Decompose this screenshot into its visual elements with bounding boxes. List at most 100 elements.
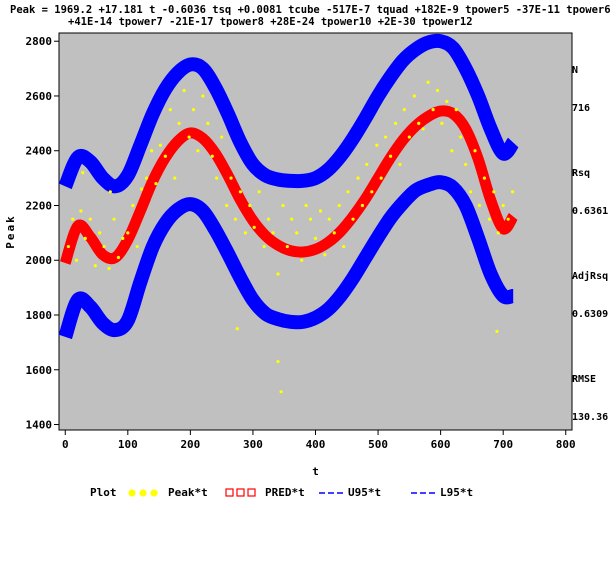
data-point [107, 266, 111, 271]
data-point [501, 203, 505, 208]
data-point [252, 225, 256, 229]
data-point [323, 253, 327, 257]
data-point [360, 203, 365, 208]
legend-pred-symbol [236, 488, 245, 497]
equation-line-2: +41E-14 tpower7 -21E-17 tpower8 +28E-24 … [68, 16, 473, 28]
data-point [154, 181, 158, 186]
confidence-bands [58, 33, 519, 340]
x-axis-label: t [312, 465, 319, 478]
prediction-curve [59, 105, 518, 265]
data-point [168, 108, 172, 112]
data-point [417, 121, 421, 125]
y-tick-label: 1400 [26, 419, 53, 432]
data-point [177, 121, 181, 125]
scatter-chart: 0 100 200 300 400 500 600 700 800 1400 1600 1800 200… [4, 32, 576, 497]
legend-pred-symbol [247, 488, 256, 497]
data-point [144, 176, 149, 180]
data-point [487, 217, 492, 221]
data-point [426, 80, 430, 84]
data-point [421, 127, 425, 131]
legend-item-pred: PRED*t [265, 486, 305, 499]
x-tick-label: 100 [118, 438, 138, 451]
data-point [206, 121, 210, 125]
x-tick-label: 800 [556, 438, 576, 451]
data-point [266, 217, 271, 221]
stat-rmse-value: 130.36 [572, 411, 609, 423]
data-point [375, 143, 379, 147]
legend: Plot Peak*t PRED*t U95*t L95*t [90, 486, 473, 500]
data-point [477, 203, 482, 208]
data-point [407, 135, 411, 139]
data-point [126, 231, 130, 235]
data-point [495, 329, 499, 334]
x-tick-label: 400 [306, 438, 326, 451]
data-point [510, 190, 515, 194]
data-point [257, 190, 261, 194]
data-point [356, 176, 360, 180]
data-point [139, 187, 144, 191]
x-tick-label: 300 [243, 438, 263, 451]
legend-peak-symbol [128, 489, 136, 497]
data-point [116, 255, 121, 260]
legend-peak-symbol [150, 489, 158, 497]
data-point [88, 217, 92, 221]
data-point [300, 258, 304, 262]
data-point [450, 149, 454, 153]
data-point [492, 190, 496, 194]
data-point [233, 217, 238, 221]
data-point [102, 244, 106, 249]
data-point [304, 203, 308, 208]
data-point [351, 217, 355, 221]
data-point [163, 154, 167, 158]
data-point [243, 231, 248, 235]
data-point [210, 154, 214, 158]
legend-title: Plot [90, 486, 117, 499]
data-point [74, 258, 79, 262]
axes: 0 100 200 300 400 500 600 700 800 1400 1600 1800 200… [26, 35, 576, 451]
data-point [445, 99, 449, 104]
data-point [79, 209, 83, 213]
data-point [93, 264, 97, 268]
data-point [464, 162, 468, 167]
data-point [173, 176, 177, 180]
legend-item-u95: U95*t [348, 486, 382, 499]
data-point [158, 143, 162, 147]
data-point [469, 190, 473, 194]
pred-t-line [59, 105, 518, 265]
x-tick-label: 500 [368, 438, 388, 451]
y-axis-label: Peak [4, 214, 17, 249]
data-point [337, 203, 341, 208]
data-point [135, 244, 139, 249]
data-point [473, 149, 477, 153]
x-tick-label: 0 [62, 438, 69, 451]
data-point [393, 121, 398, 125]
data-point [191, 108, 196, 112]
data-point [187, 135, 191, 139]
data-point [285, 244, 289, 249]
data-point [229, 176, 233, 180]
y-tick-label: 2200 [26, 199, 53, 212]
y-tick-label: 2800 [26, 35, 53, 48]
legend-symbols [128, 488, 435, 497]
data-point [482, 176, 487, 180]
u95-t-line [58, 33, 519, 194]
data-point [66, 244, 70, 249]
equation-line-1: Peak = 1969.2 +17.181 t -0.6036 tsq +0.0… [10, 4, 611, 16]
legend-item-l95: L95*t [440, 486, 474, 499]
data-point [379, 176, 383, 180]
data-point [496, 231, 500, 235]
data-point [262, 244, 266, 249]
data-point [276, 359, 280, 364]
data-point [332, 231, 336, 235]
data-point [149, 149, 154, 153]
stat-rsq-label: Rsq [572, 168, 591, 179]
data-point [318, 209, 323, 213]
data-point [398, 162, 402, 167]
data-point [281, 203, 285, 208]
data-point [346, 190, 350, 194]
data-point [431, 108, 435, 112]
data-point [81, 171, 85, 175]
data-point [342, 244, 346, 249]
data-point [83, 236, 87, 240]
data-point [295, 231, 299, 235]
